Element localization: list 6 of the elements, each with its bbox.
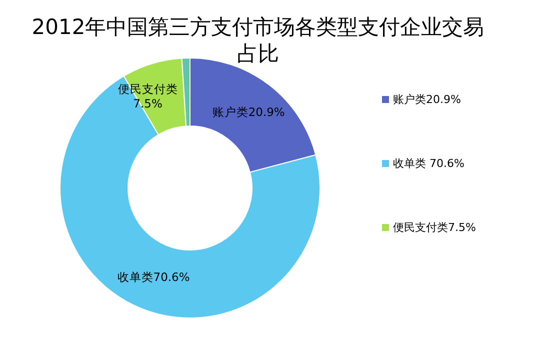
legend-label: 账户类20.9% — [393, 93, 461, 106]
legend-label: 便民支付类7.5% — [393, 221, 476, 234]
legend-label: 收单类 70.6% — [393, 157, 464, 170]
data-label: 账户类20.9% — [212, 104, 285, 119]
data-label: 收单类70.6% — [117, 270, 190, 284]
chart-title: 2012年中国第三方支付市场各类型支付企业交易占比 — [32, 15, 484, 66]
